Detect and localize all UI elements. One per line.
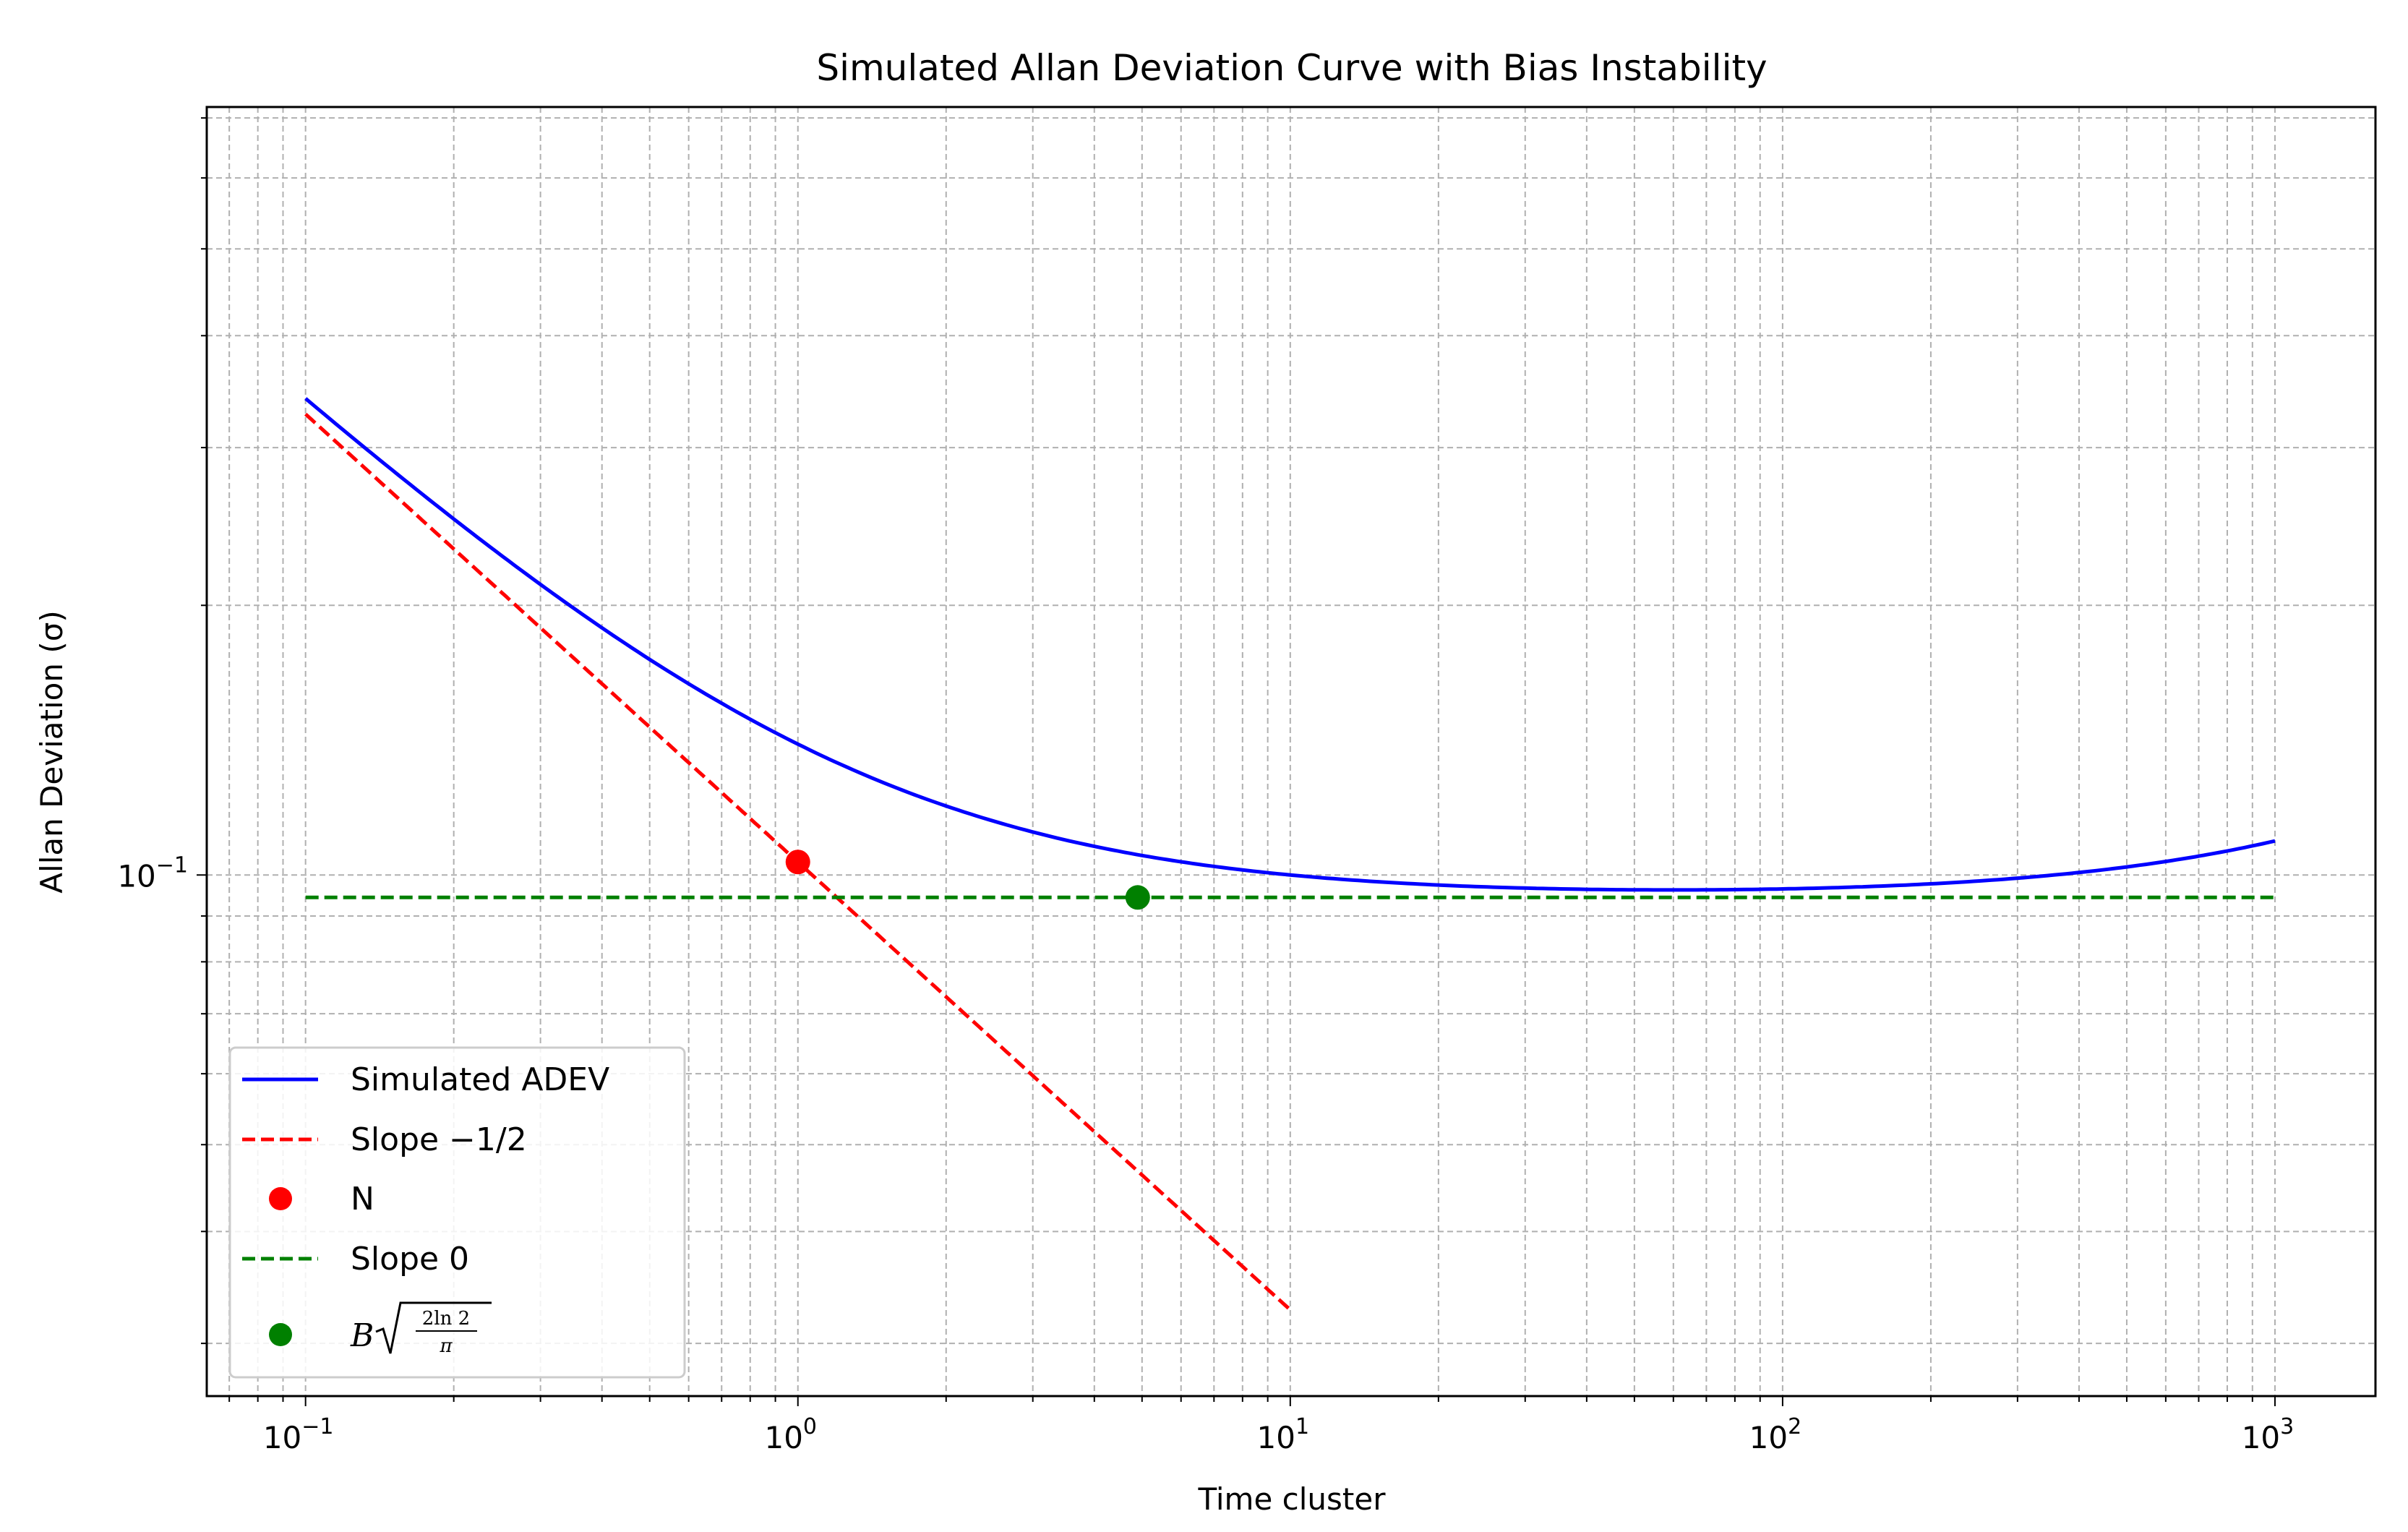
n-point-marker <box>785 850 810 875</box>
legend-simulated-label: Simulated ADEV <box>351 1061 609 1098</box>
legend-b-marker <box>269 1323 292 1346</box>
x-axis-label: Time cluster <box>1198 1481 1387 1517</box>
legend-slope-half-label: Slope −1/2 <box>351 1121 527 1158</box>
x-axis-ticks: 10−1 100 101 102 103 <box>228 1396 2295 1455</box>
y-tick-label: 10−1 <box>117 852 188 894</box>
legend-b-numerator: 2ln 2 <box>422 1308 470 1330</box>
x-tick-label: 102 <box>1749 1414 1802 1455</box>
x-tick-label: 100 <box>764 1414 817 1455</box>
legend-n-label: N <box>351 1181 374 1218</box>
legend-n-marker <box>269 1187 292 1210</box>
x-tick-label: 101 <box>1257 1414 1310 1455</box>
legend-slope-zero-label: Slope 0 <box>351 1241 469 1278</box>
chart-title: Simulated Allan Deviation Curve with Bia… <box>816 47 1767 89</box>
plot-area <box>304 397 2276 1311</box>
legend-sqrt-sign <box>375 1301 492 1354</box>
legend-b-denominator: π <box>439 1335 453 1357</box>
simulated-adev-line <box>304 397 2276 892</box>
x-tick-label: 103 <box>2242 1414 2295 1455</box>
axes-frame <box>205 106 2377 1398</box>
legend-box <box>228 1046 686 1379</box>
y-axis-label: Allan Deviation (σ) <box>34 610 69 893</box>
legend: Simulated ADEV Slope −1/2 N Slope 0 B 2l… <box>228 1046 686 1379</box>
legend-b-symbol: B <box>350 1317 374 1354</box>
x-tick-label: 10−1 <box>263 1414 334 1455</box>
bias-instability-marker <box>1125 885 1150 910</box>
legend-b-label: B 2ln 2 π <box>350 1301 492 1357</box>
